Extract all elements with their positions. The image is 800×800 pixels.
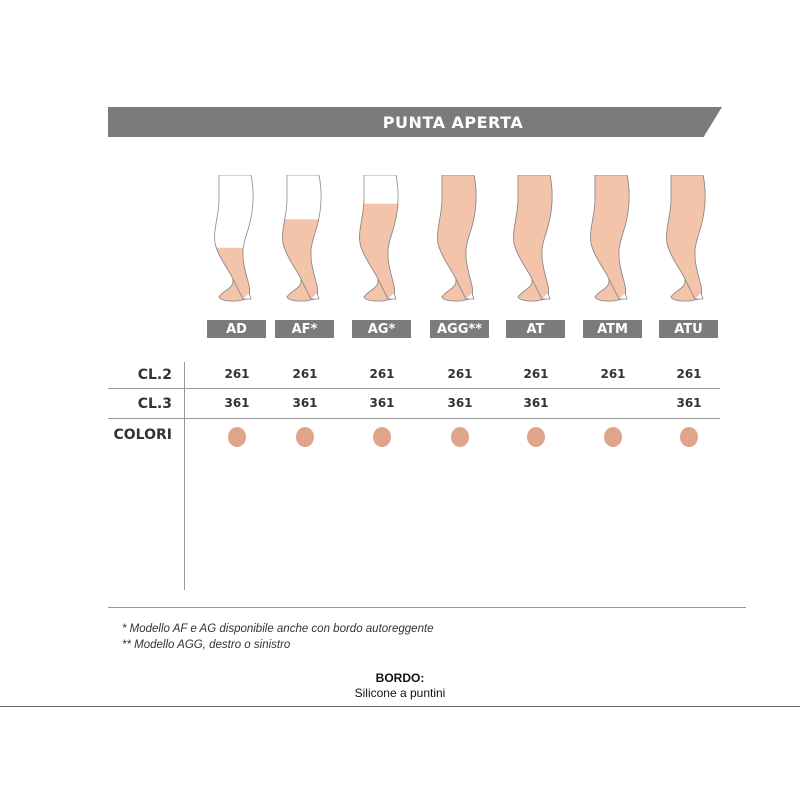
page-divider bbox=[0, 706, 800, 707]
footnote-2: ** Modello AGG, destro o sinistro bbox=[122, 639, 291, 651]
bordo-value: Silicone a puntini bbox=[354, 686, 446, 700]
section-banner: PUNTA APERTA bbox=[108, 107, 722, 137]
model-label: AD bbox=[207, 320, 266, 338]
color-swatch bbox=[451, 427, 469, 447]
code-cl3: 361 bbox=[676, 396, 702, 410]
row-label-cl3: CL.3 bbox=[137, 396, 172, 412]
row-divider bbox=[108, 418, 720, 419]
model-label: AF* bbox=[275, 320, 334, 338]
color-swatch bbox=[373, 427, 391, 447]
bordo-title: BORDO: bbox=[375, 671, 425, 685]
code-cl2: 261 bbox=[600, 367, 626, 381]
code-cl3: 361 bbox=[523, 396, 549, 410]
code-cl2: 261 bbox=[676, 367, 702, 381]
model-label: ATM bbox=[583, 320, 642, 338]
row-label-cl2: CL.2 bbox=[137, 367, 172, 383]
stocking-illustration-ag bbox=[352, 174, 412, 305]
stocking-illustration-af bbox=[275, 174, 335, 305]
code-cl2: 261 bbox=[369, 367, 395, 381]
section-title: PUNTA APERTA bbox=[382, 113, 524, 132]
stocking-illustration-agg bbox=[430, 174, 490, 305]
row-divider bbox=[108, 388, 720, 389]
stocking-illustration-ad bbox=[207, 174, 267, 305]
code-cl3: 361 bbox=[369, 396, 395, 410]
code-cl2: 261 bbox=[523, 367, 549, 381]
stocking-illustration-at bbox=[506, 174, 566, 305]
color-swatch bbox=[228, 427, 246, 447]
code-cl2: 261 bbox=[292, 367, 318, 381]
section-divider bbox=[108, 607, 746, 608]
code-cl3: 361 bbox=[224, 396, 250, 410]
model-label: AG* bbox=[352, 320, 411, 338]
column-divider bbox=[184, 362, 185, 590]
code-cl3: 361 bbox=[447, 396, 473, 410]
code-cl2: 261 bbox=[447, 367, 473, 381]
model-label: AGG** bbox=[430, 320, 489, 338]
model-label: AT bbox=[506, 320, 565, 338]
color-swatch bbox=[296, 427, 314, 447]
row-label-colori: COLORI bbox=[113, 427, 173, 443]
model-label: ATU bbox=[659, 320, 718, 338]
code-cl3: 361 bbox=[292, 396, 318, 410]
color-swatch bbox=[604, 427, 622, 447]
color-swatch bbox=[527, 427, 545, 447]
stocking-illustration-atu bbox=[659, 174, 719, 305]
stocking-illustration-atm bbox=[583, 174, 643, 305]
footnote-1: * Modello AF e AG disponibile anche con … bbox=[122, 623, 434, 635]
color-swatch bbox=[680, 427, 698, 447]
code-cl2: 261 bbox=[224, 367, 250, 381]
